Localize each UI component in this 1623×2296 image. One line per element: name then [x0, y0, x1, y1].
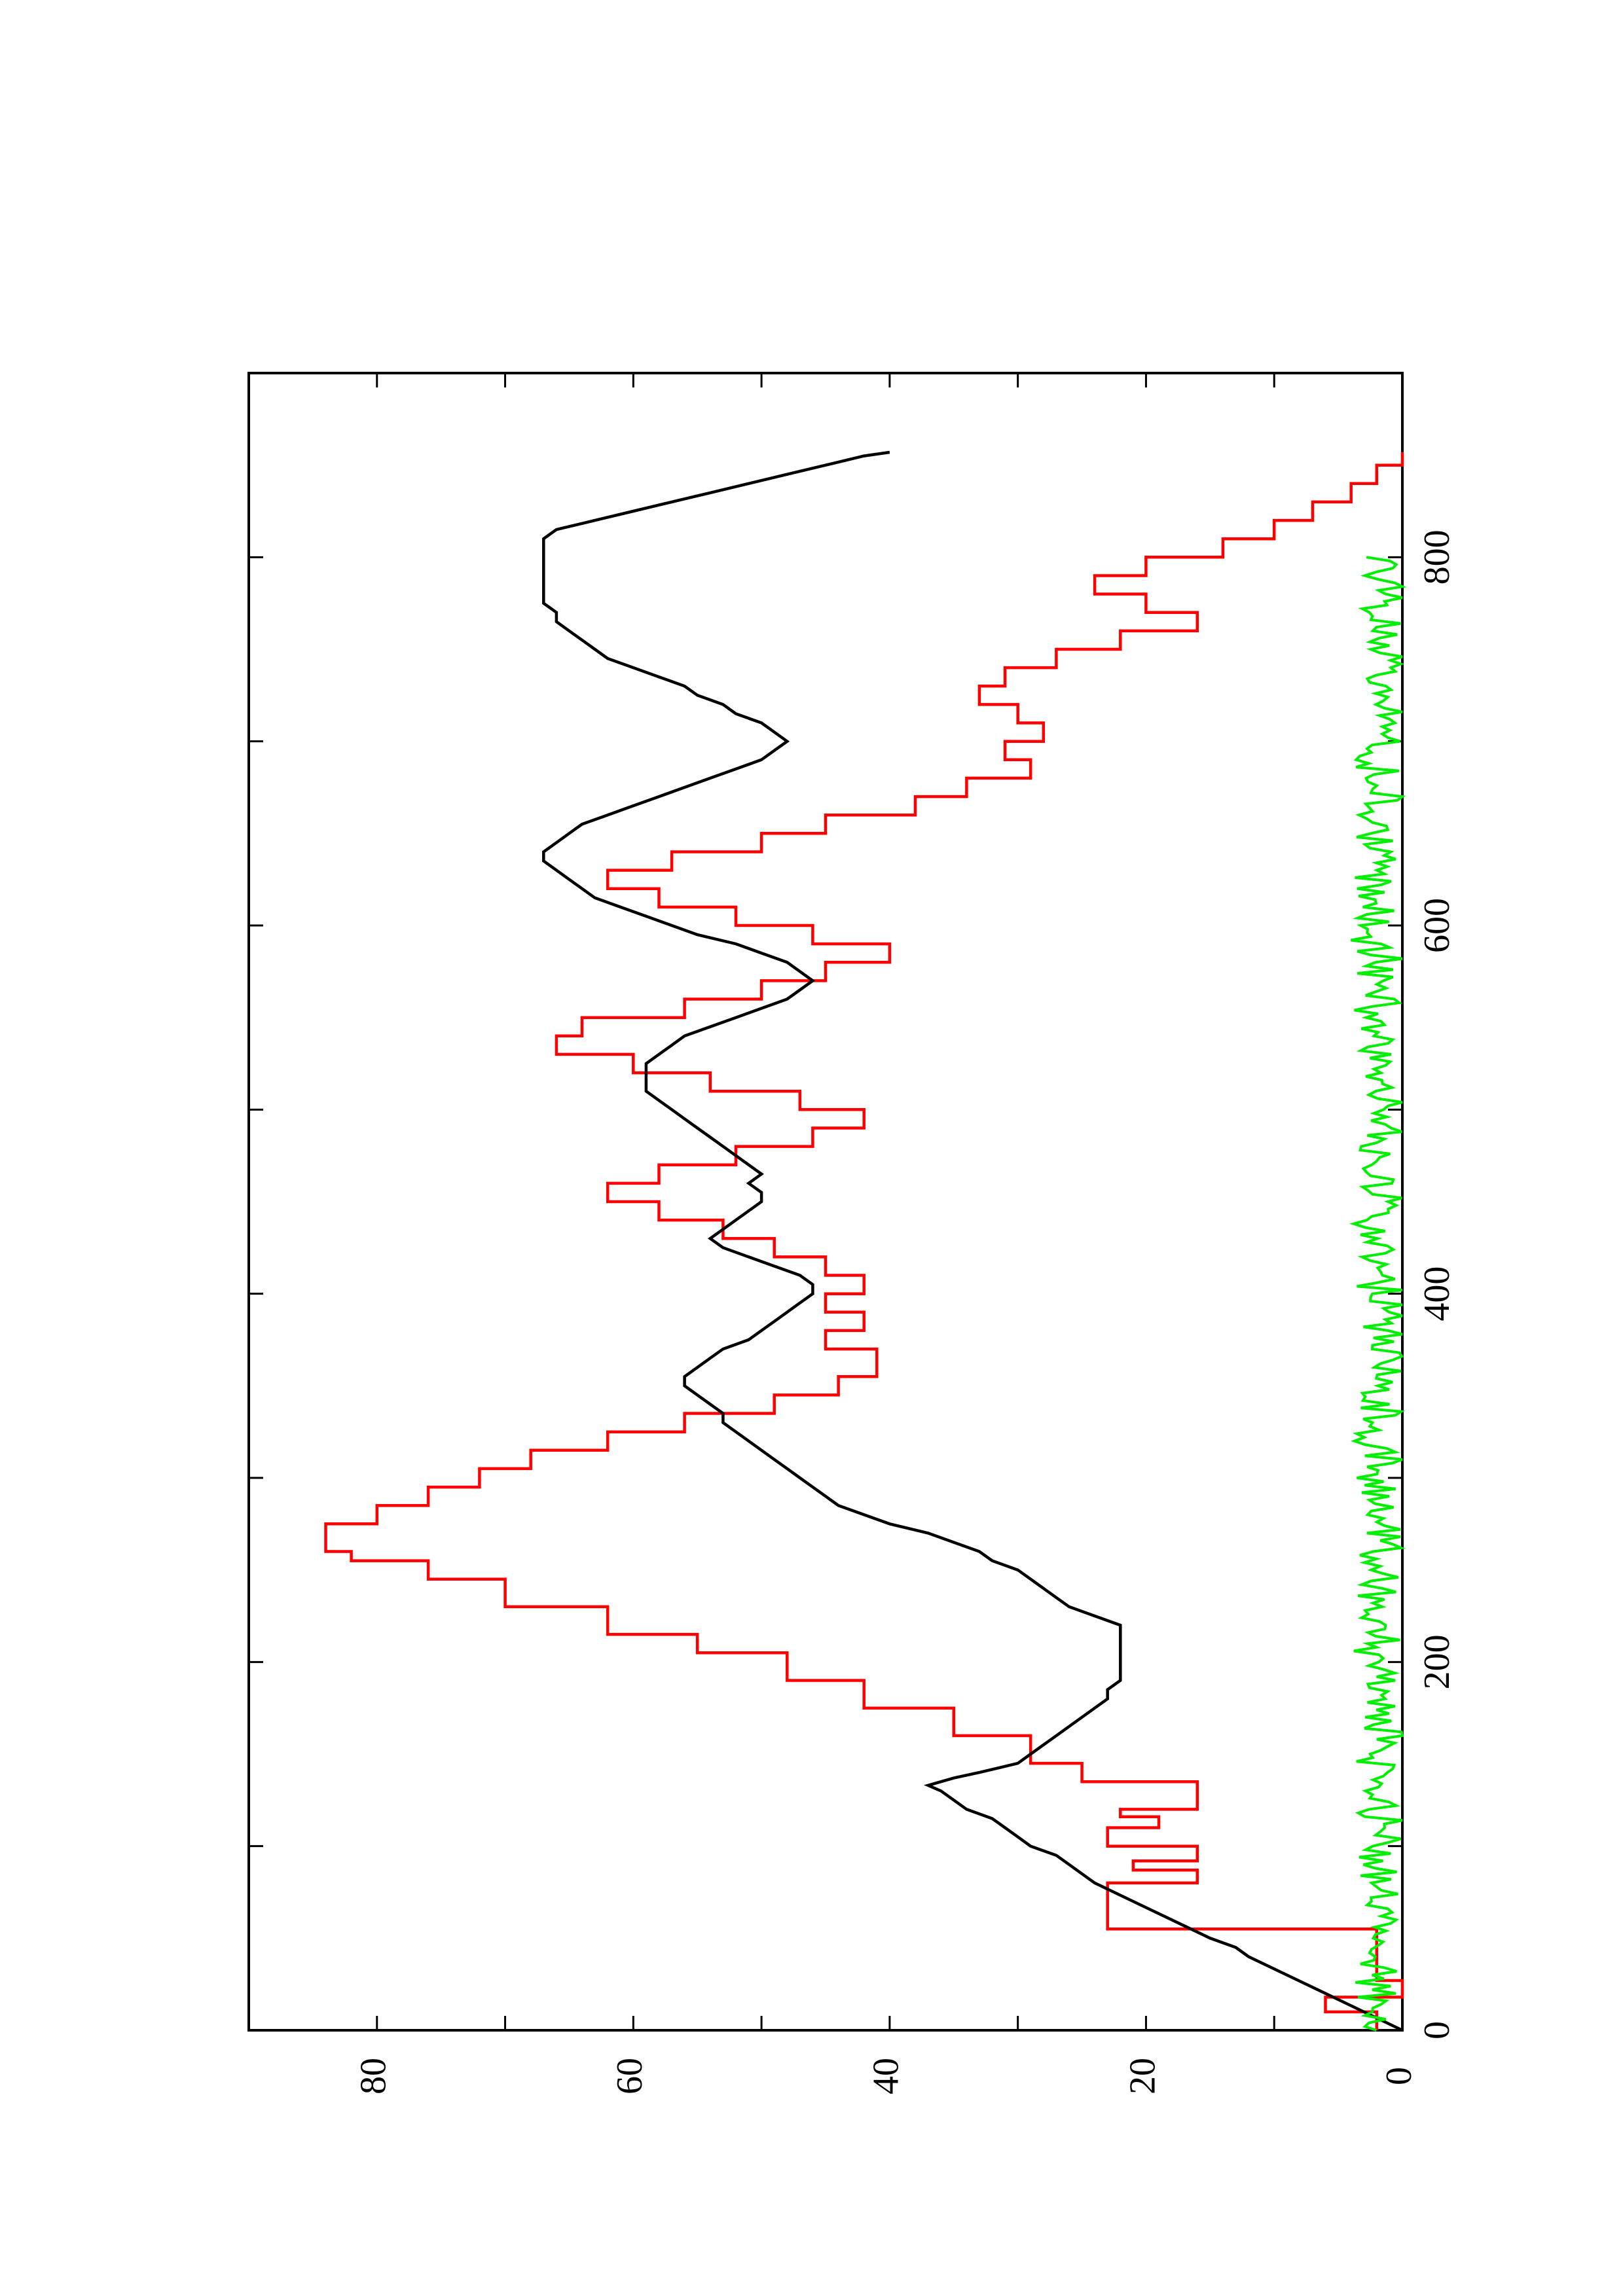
x-tick-label: 600 — [1417, 898, 1457, 953]
y-tick-label: 20 — [1122, 2058, 1163, 2094]
y-tick-label: 40 — [866, 2058, 907, 2094]
plot-frame — [247, 372, 1404, 2032]
x-tick-label: 800 — [1417, 529, 1457, 584]
y-tick-label: 80 — [354, 2058, 394, 2094]
x-tick-label: 200 — [1417, 1634, 1457, 1689]
x-tick-label: 0 — [1417, 2021, 1457, 2039]
series-line-2 — [542, 450, 1403, 2032]
x-tick-label: 400 — [1417, 1266, 1457, 1321]
y-tick-label: 0 — [1379, 2067, 1419, 2085]
y-tick-label: 60 — [610, 2058, 650, 2094]
series-line-3 — [1349, 556, 1407, 2032]
series-line-1 — [324, 452, 1404, 2030]
plot-area: 0 200 400 600 800 0 20 40 60 80 — [247, 372, 1457, 2094]
